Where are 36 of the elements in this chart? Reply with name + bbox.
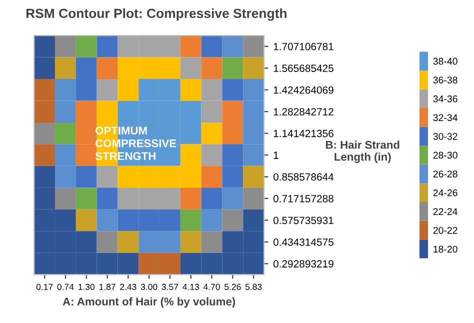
color-bar-label: 30-32 (433, 132, 458, 140)
color-bar-label: 22-24 (433, 208, 458, 215)
color-bar-label: 36-38 (433, 76, 458, 84)
x-tick-label: 3.00 (140, 284, 158, 290)
x-tick-label: 1.30 (78, 284, 95, 290)
x-tick-label: 0.74 (57, 284, 74, 290)
y-tick-label: 1.707106781 (274, 42, 334, 50)
y-tick-label: 1 (274, 152, 278, 159)
x-tick-label: 0.17 (36, 284, 53, 290)
y-tick-label: 0.434314575 (273, 238, 334, 246)
y-tick-label: 1.565685425 (274, 64, 334, 72)
x-tick-label: 4.13 (182, 284, 199, 290)
x-tick-label: 2.43 (120, 284, 136, 290)
color-bar-label: 20-22 (433, 226, 458, 234)
x-tick-label: 1.87 (99, 284, 116, 290)
y-tick-label: 0.858578644 (273, 173, 334, 181)
y-tick-label: 0.717157288 (273, 195, 334, 202)
color-bar-label: 38-40 (433, 58, 458, 65)
color-bar-label: 28-30 (433, 152, 458, 159)
x-axis-title: A: Amount of Hair (% by volume) (62, 297, 236, 308)
color-bar-label: 24-26 (433, 189, 458, 196)
color-bar-label: 32-34 (433, 114, 458, 122)
y-tick-label: 0.292893219 (273, 260, 334, 268)
color-bar-label: 18-20 (434, 246, 458, 253)
x-tick-label: 3.57 (162, 284, 178, 290)
y-tick-label: 1.141421356 (274, 130, 334, 138)
y-tick-label: 1.282842712 (274, 108, 334, 116)
color-bar-label: 34-36 (433, 95, 458, 102)
color-bar-label: 26-28 (433, 170, 458, 178)
y-tick-label: 0.575735931 (273, 216, 334, 224)
x-tick-label: 5.26 (224, 284, 241, 290)
chart-title: RSM Contour Plot: Compressive Strength (26, 8, 286, 21)
y-axis-title: B: Hair Strand Length (in) (326, 140, 400, 163)
x-tick-label: 4.70 (203, 284, 220, 290)
y-tick-label: 1.424264069 (274, 86, 334, 94)
x-tick-label: 5.83 (245, 284, 262, 290)
